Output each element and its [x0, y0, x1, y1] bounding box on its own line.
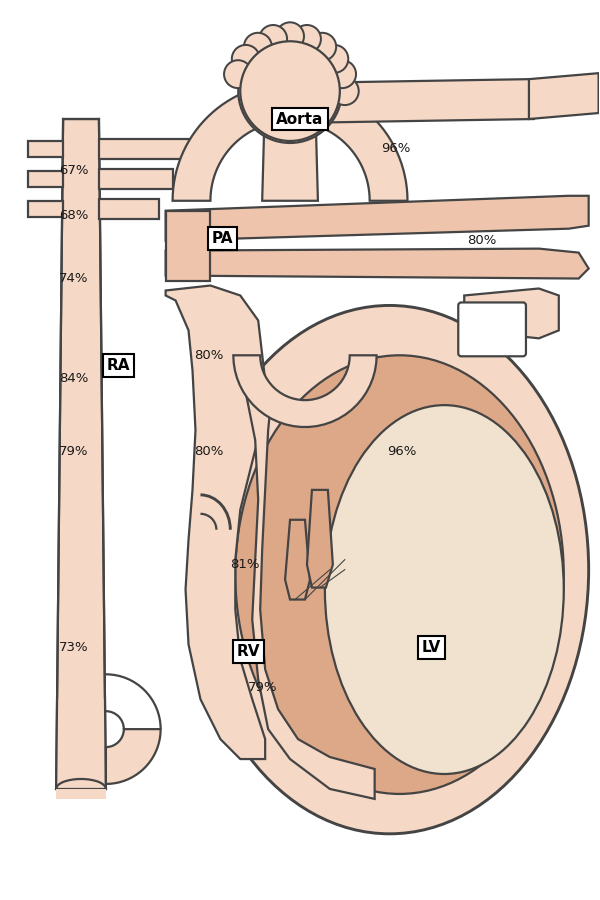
Circle shape — [308, 32, 336, 60]
Text: PA: PA — [212, 231, 233, 247]
Text: LV: LV — [422, 640, 441, 655]
Circle shape — [259, 25, 287, 53]
Polygon shape — [28, 201, 63, 217]
Text: 68%: 68% — [59, 209, 88, 222]
Text: 81%: 81% — [230, 558, 260, 572]
Text: RA: RA — [107, 358, 131, 373]
Text: 79%: 79% — [59, 446, 89, 458]
Ellipse shape — [325, 405, 564, 774]
Ellipse shape — [191, 305, 589, 833]
Polygon shape — [307, 490, 333, 588]
Text: 73%: 73% — [59, 641, 89, 654]
Polygon shape — [28, 171, 63, 187]
Circle shape — [331, 77, 359, 105]
Polygon shape — [106, 729, 161, 784]
Text: 79%: 79% — [248, 680, 278, 694]
Polygon shape — [99, 169, 173, 189]
Circle shape — [238, 40, 342, 143]
Circle shape — [293, 25, 321, 53]
Polygon shape — [464, 289, 559, 338]
Polygon shape — [285, 520, 310, 599]
Polygon shape — [56, 699, 106, 789]
Polygon shape — [262, 91, 318, 201]
Text: 96%: 96% — [382, 142, 411, 156]
Circle shape — [244, 32, 272, 60]
Circle shape — [224, 60, 252, 88]
Ellipse shape — [235, 356, 564, 794]
Polygon shape — [28, 141, 63, 157]
Circle shape — [240, 41, 340, 141]
Circle shape — [276, 22, 304, 50]
Text: RV: RV — [236, 644, 260, 659]
Text: 80%: 80% — [467, 234, 497, 248]
Polygon shape — [166, 248, 589, 278]
Polygon shape — [173, 83, 407, 201]
Polygon shape — [166, 196, 589, 240]
Text: 96%: 96% — [388, 446, 417, 458]
Circle shape — [328, 60, 356, 88]
Text: Aorta: Aorta — [277, 112, 323, 127]
Polygon shape — [233, 356, 377, 427]
Text: 74%: 74% — [59, 272, 89, 285]
Polygon shape — [99, 139, 188, 159]
Text: 67%: 67% — [59, 165, 89, 177]
Polygon shape — [56, 789, 106, 799]
Polygon shape — [56, 119, 106, 789]
Polygon shape — [290, 79, 534, 123]
Polygon shape — [245, 382, 374, 799]
FancyBboxPatch shape — [458, 302, 526, 356]
Polygon shape — [166, 285, 265, 759]
Text: 80%: 80% — [194, 446, 224, 458]
Circle shape — [232, 45, 260, 73]
Circle shape — [320, 45, 348, 73]
Text: 80%: 80% — [194, 349, 224, 362]
Polygon shape — [166, 211, 211, 281]
Polygon shape — [99, 199, 158, 219]
Text: 84%: 84% — [59, 372, 88, 384]
Polygon shape — [529, 73, 599, 119]
